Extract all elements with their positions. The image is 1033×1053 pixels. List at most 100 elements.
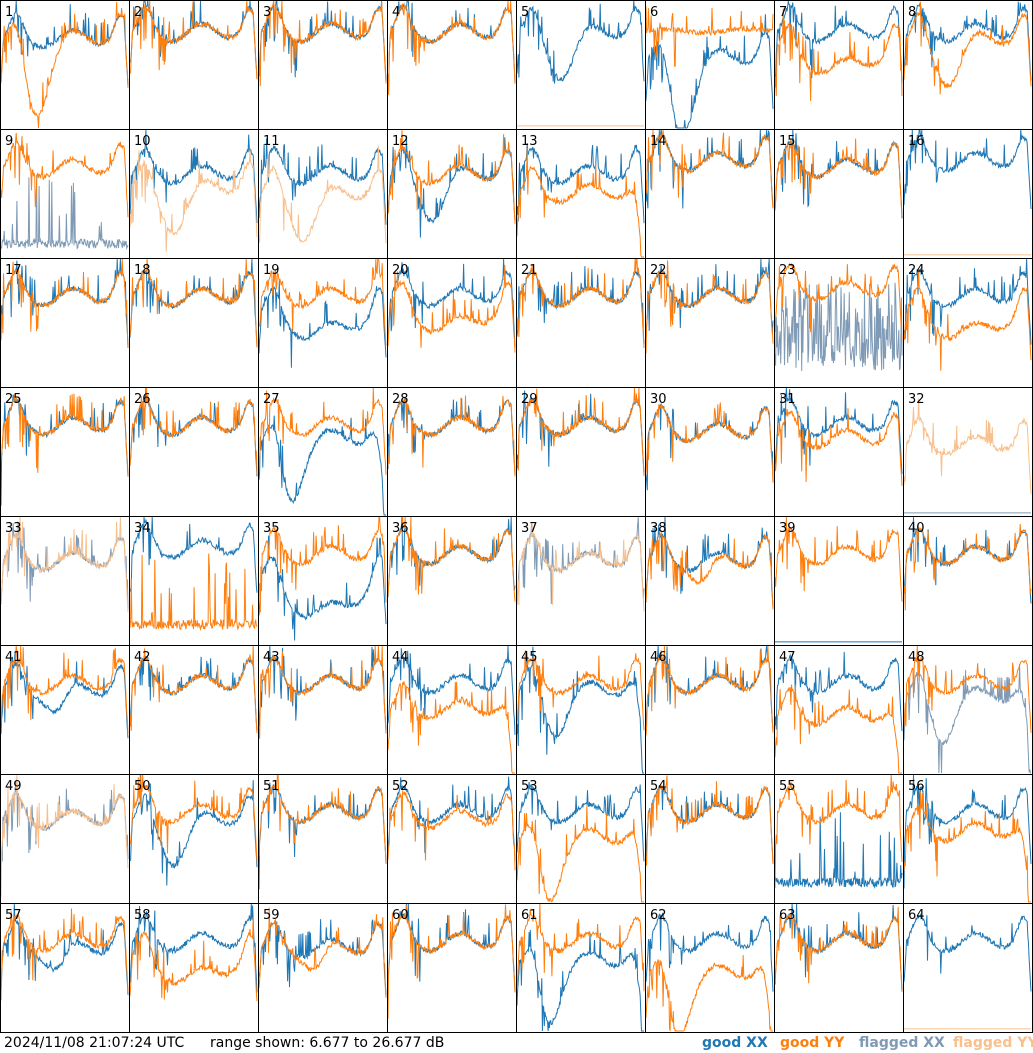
panel-54: 54: [645, 774, 775, 904]
series-yy-panel-13: [516, 148, 644, 258]
panel-border-6: [645, 0, 775, 130]
panel-traces-36: [387, 516, 516, 602]
series-yy-panel-17: [0, 258, 129, 348]
panel-traces-15: [774, 129, 903, 219]
panel-label-35: 35: [263, 521, 280, 536]
panel-traces-33: [0, 516, 129, 613]
series-yy-panel-31: [774, 408, 903, 486]
panel-traces-16: [903, 129, 1032, 256]
panel-26: 26: [129, 387, 259, 517]
panel-38: 38: [645, 516, 775, 646]
panel-23: 23: [774, 258, 904, 388]
panel-label-42: 42: [134, 650, 151, 665]
panel-label-21: 21: [521, 263, 538, 278]
panel-traces-4: [387, 0, 516, 96]
panel-46: 46: [645, 645, 775, 775]
series-xx-panel-8: [903, 1, 1032, 81]
series-xx-panel-53: [516, 782, 645, 862]
series-yy-panel-40: [903, 523, 1032, 611]
panel-21: 21: [516, 258, 646, 388]
series-yy-panel-44: [387, 681, 515, 774]
panel-traces-49: [0, 774, 129, 897]
panel-traces-55: [774, 774, 903, 889]
series-yy-panel-41: [0, 645, 129, 734]
series-yy-panel-63: [774, 906, 903, 992]
panel-label-64: 64: [908, 908, 925, 923]
panel-label-28: 28: [392, 392, 409, 407]
series-yy-panel-1: [0, 1, 129, 129]
panel-traces-7: [774, 0, 903, 102]
panel-traces-40: [903, 516, 1032, 611]
panel-traces-23: [774, 262, 903, 372]
series-yy-panel-15: [774, 138, 903, 217]
panel-traces-44: [387, 645, 516, 774]
panel-11: 11: [258, 129, 388, 259]
panel-62: 62: [645, 903, 775, 1033]
panel-traces-29: [516, 387, 645, 477]
panel-label-30: 30: [650, 392, 667, 407]
panel-label-25: 25: [5, 392, 22, 407]
series-xx-panel-55: [774, 812, 903, 889]
panel-53: 53: [516, 774, 646, 904]
series-yy-panel-19: [258, 258, 387, 346]
series-yy-panel-12: [387, 130, 516, 224]
panel-14: 14: [645, 129, 775, 259]
series-xx-panel-1: [0, 0, 129, 87]
panel-2: 2: [129, 0, 259, 130]
series-yy-panel-7: [774, 8, 903, 102]
series-yy-panel-21: [516, 258, 645, 349]
panel-traces-18: [129, 258, 258, 348]
panel-traces-51: [258, 774, 387, 890]
series-yy-panel-61: [516, 903, 645, 992]
panel-12: 12: [387, 129, 517, 259]
legend-good-xx: good XX: [702, 1035, 768, 1051]
panel-45: 45: [516, 645, 646, 775]
series-yy-panel-3: [258, 0, 387, 87]
panel-13: 13: [516, 129, 646, 259]
panel-traces-56: [903, 774, 1032, 903]
panel-label-2: 2: [134, 5, 142, 20]
panel-traces-6: [645, 6, 774, 129]
series-yy-panel-26: [129, 387, 258, 474]
series-xx-panel-52: [387, 776, 516, 862]
panel-16: 16: [903, 129, 1033, 259]
series-yy-panel-2: [129, 0, 258, 80]
panel-49: 49: [0, 774, 130, 904]
panel-label-10: 10: [134, 134, 151, 149]
series-yy-panel-43: [258, 645, 387, 739]
panel-traces-34: [129, 516, 258, 632]
series-yy-panel-39: [774, 516, 903, 602]
panel-traces-42: [129, 645, 258, 734]
series-yy-panel-53: [516, 805, 644, 903]
panel-63: 63: [774, 903, 904, 1033]
panel-traces-48: [903, 645, 1032, 774]
panel-label-20: 20: [392, 263, 409, 278]
series-xx-panel-33: [0, 522, 129, 610]
panel-label-36: 36: [392, 521, 409, 536]
panel-label-23: 23: [779, 263, 796, 278]
series-yy-panel-50: [129, 774, 258, 862]
series-yy-panel-57: [0, 908, 129, 1001]
series-xx-panel-62: [645, 912, 774, 992]
panel-31: 31: [774, 387, 904, 517]
panel-label-45: 45: [521, 650, 538, 665]
panel-8: 8: [903, 0, 1033, 130]
panel-18: 18: [129, 258, 259, 388]
series-yy-panel-27: [258, 387, 387, 475]
panel-label-17: 17: [5, 263, 22, 278]
panel-traces-5: [516, 0, 645, 127]
panel-label-6: 6: [650, 5, 658, 20]
panel-48: 48: [903, 645, 1033, 775]
panel-10: 10: [129, 129, 259, 259]
panel-52: 52: [387, 774, 517, 904]
series-yy-panel-33: [0, 516, 129, 613]
panel-border-1: [0, 0, 130, 130]
timestamp: 2024/11/08 21:07:24 UTC: [4, 1035, 185, 1051]
panel-1: 1: [0, 0, 130, 130]
panel-label-62: 62: [650, 908, 667, 923]
series-xx-panel-47: [774, 651, 903, 732]
panel-label-43: 43: [263, 650, 280, 665]
panel-traces-2: [129, 0, 258, 80]
legend-flagged-xx: flagged XX: [859, 1035, 945, 1051]
panel-20: 20: [387, 258, 517, 388]
